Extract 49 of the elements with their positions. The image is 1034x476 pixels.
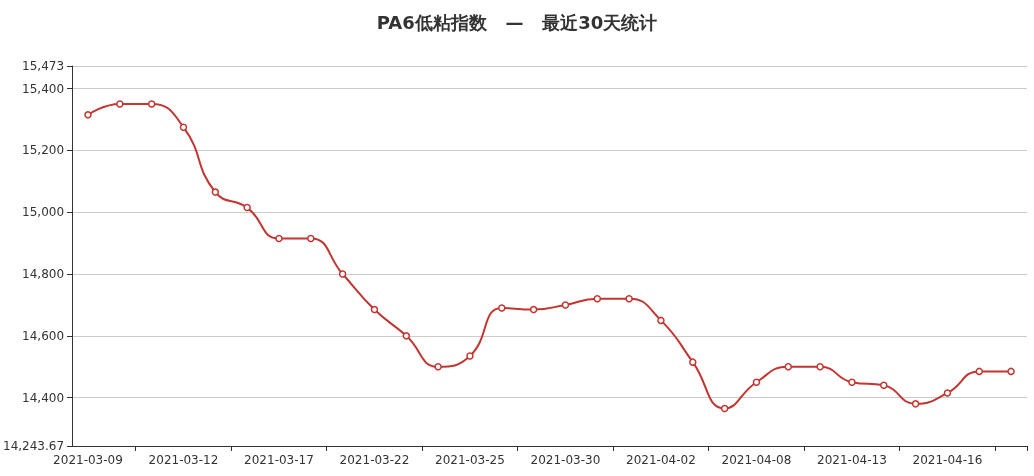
x-tick-label: 2021-04-13 [817,453,887,467]
y-tick-label: 14,243.67 [2,439,65,453]
point [752,378,761,386]
point [720,404,729,413]
point [529,305,538,314]
y-tick-label: 15,473 [22,59,65,73]
chart-title: PA6低粘指数 — 最近30天统计 [376,11,658,33]
y-tick-label: 14,600 [22,328,65,343]
point [147,100,156,108]
point [911,400,920,408]
point [689,358,697,366]
point [211,188,220,196]
point [434,363,442,371]
point [561,301,570,309]
point [402,332,411,340]
x-tick-label: 2021-04-16 [912,453,983,467]
x-tick-label: 2021-03-12 [148,453,219,467]
y-tick-label: 14,400 [22,390,65,405]
y-tick-label: 14,800 [22,267,65,282]
point [657,316,665,325]
point [625,295,633,303]
x-tick-label: 2021-03-25 [435,453,505,467]
point [816,363,824,371]
x-tick-label: 2021-03-22 [339,453,410,467]
point [943,389,952,397]
x-tick-label: 2021-03-17 [244,453,314,467]
point [848,378,856,386]
point [275,234,283,243]
point [338,270,347,278]
point [784,363,793,371]
point [243,203,251,212]
point [1007,367,1015,376]
point [307,234,315,243]
point [370,305,379,314]
point [466,352,474,360]
y-tick-label: 15,000 [22,205,65,220]
x-tick-label: 2021-04-02 [626,453,696,467]
x-tick-label: 2021-03-30 [530,453,601,467]
y-tick-label: 15,400 [22,81,65,96]
point [116,100,124,108]
x-tick-label: 2021-03-09 [53,453,123,467]
x-tick-label: 2021-04-08 [721,453,792,467]
point [179,123,188,131]
point [975,367,983,376]
point [593,295,602,303]
y-tick-label: 15,200 [22,143,65,158]
point [498,304,506,312]
point [880,381,888,390]
point [84,111,92,119]
